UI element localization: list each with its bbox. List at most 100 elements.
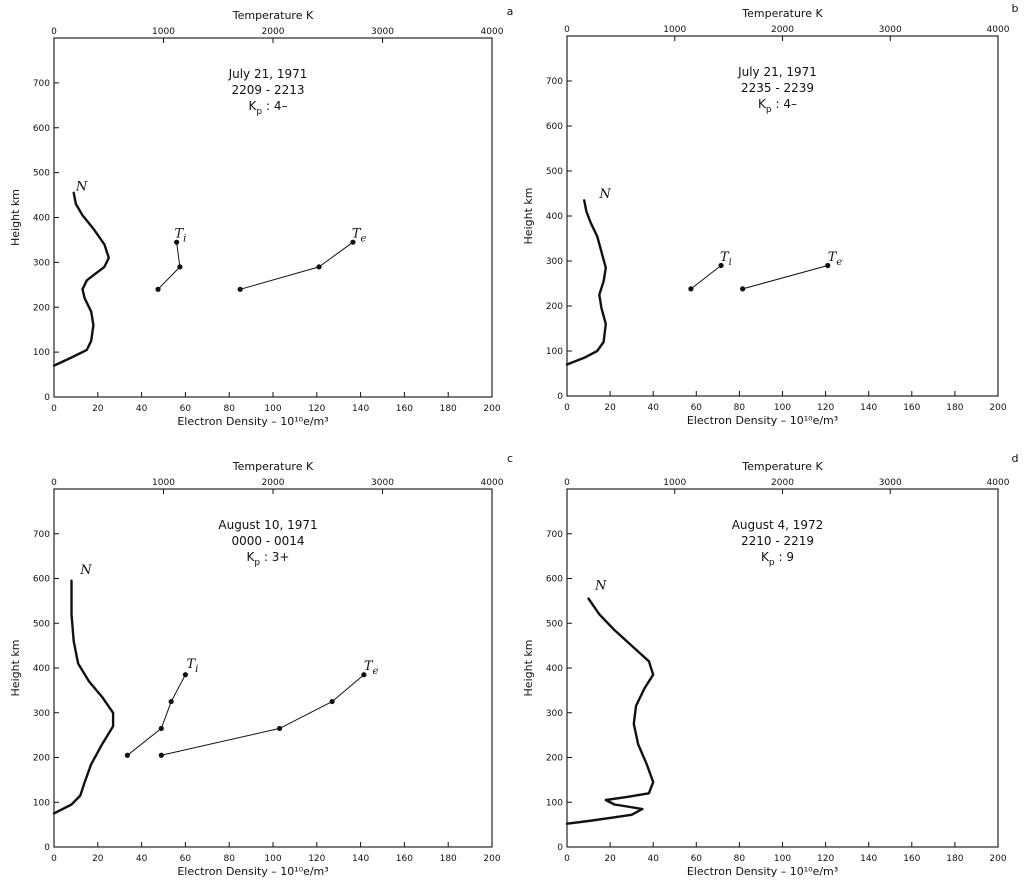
series-label: N — [75, 180, 88, 195]
y-tick-label: 700 — [546, 77, 563, 87]
top-tick-label: 4000 — [987, 478, 1010, 488]
series-line-n — [52, 191, 111, 367]
x-tick-label: 160 — [396, 854, 413, 864]
x-tick-label: 180 — [440, 854, 457, 864]
x-axis-label: Electron Density – 10¹⁰e/m³ — [687, 414, 838, 427]
kp-symbol: K — [247, 550, 256, 564]
x-axis-label: Electron Density – 10¹⁰e/m³ — [177, 415, 328, 428]
y-tick-label: 0 — [44, 843, 50, 853]
kp-symbol: K — [761, 550, 770, 564]
data-point — [174, 239, 180, 245]
series-line-ti — [157, 241, 181, 290]
y-tick-label: 0 — [44, 393, 50, 403]
series-label-sub: i — [183, 234, 186, 245]
series-line-te — [742, 265, 829, 290]
y-tick-label: 700 — [33, 79, 50, 89]
y-axis-label: Height km — [522, 188, 535, 245]
data-point — [177, 264, 183, 270]
y-tick-label: 400 — [33, 214, 50, 224]
series-label: Ti — [720, 250, 732, 268]
series-label-sub: i — [195, 664, 198, 675]
x-tick-label: 40 — [647, 854, 659, 864]
y-tick-label: 0 — [557, 392, 563, 402]
y-tick-label: 200 — [33, 303, 50, 313]
x-tick-label: 60 — [691, 403, 703, 413]
data-point — [158, 752, 164, 758]
panel-a: 0 20 40 60 80 100 120 140 160 180 2000 1000 2000 3000… — [9, 5, 513, 428]
x-tick-label: 140 — [860, 854, 877, 864]
series-label-name: T — [186, 657, 196, 672]
series-label-name: T — [364, 659, 374, 674]
kp-subscript: p — [256, 107, 262, 117]
kp-symbol: K — [758, 97, 767, 111]
x-tick-label: 140 — [860, 403, 877, 413]
panel-letter: b — [1012, 2, 1019, 15]
panel-letter: c — [507, 452, 513, 465]
annotation-time: 2210 - 2219 — [741, 534, 814, 548]
x-tick-label: 40 — [136, 854, 148, 864]
x-tick-label: 20 — [92, 404, 104, 414]
y-tick-label: 300 — [33, 258, 50, 268]
x-tick-label: 160 — [903, 854, 920, 864]
top-tick-label: 2000 — [771, 25, 794, 35]
data-point — [316, 264, 322, 270]
kp-subscript: p — [254, 558, 260, 568]
kp-subscript: p — [769, 558, 775, 568]
x-tick-label: 100 — [774, 854, 791, 864]
top-tick-label: 1000 — [152, 27, 175, 37]
annotation-date: August 4, 1972 — [732, 518, 824, 532]
series-label-name: N — [598, 187, 611, 202]
x-tick-label: 60 — [691, 854, 703, 864]
series-line-n — [52, 579, 115, 815]
series-label-sub: e — [373, 666, 379, 677]
panel-c: 0 20 40 60 80 100 120 140 160 180 2000 1000 2000 3000… — [9, 452, 513, 878]
annotation-kp: Kp : 9 — [761, 550, 794, 568]
panel-d: 0 20 40 60 80 100 120 140 160 180 2000 1000 2000 3000… — [522, 452, 1018, 878]
top-axis-label: Temperature K — [232, 9, 314, 22]
x-axis-label: Electron Density – 10¹⁰e/m³ — [687, 865, 838, 878]
y-tick-label: 200 — [546, 754, 563, 764]
series-line-te — [160, 674, 365, 756]
series-label-name: N — [75, 180, 88, 195]
series-label-name: T — [720, 250, 730, 265]
x-tick-label: 180 — [946, 854, 963, 864]
x-tick-label: 60 — [180, 404, 192, 414]
y-tick-label: 600 — [546, 575, 563, 585]
y-axis-label: Height km — [9, 189, 22, 246]
annotation-kp: Kp : 4– — [758, 97, 797, 115]
y-tick-label: 400 — [546, 664, 563, 674]
series-label-sub: i — [729, 257, 732, 268]
data-point — [276, 725, 283, 732]
annotation-date: July 21, 1971 — [228, 67, 308, 81]
panel-letter: d — [1012, 452, 1019, 465]
y-tick-label: 500 — [33, 619, 50, 629]
kp-symbol: K — [249, 99, 258, 113]
x-tick-label: 0 — [564, 403, 570, 413]
top-tick-label: 3000 — [879, 478, 902, 488]
top-tick-label: 1000 — [152, 478, 175, 488]
y-tick-label: 200 — [546, 302, 563, 312]
annotation-time: 2235 - 2239 — [741, 81, 814, 95]
y-tick-label: 600 — [33, 575, 50, 585]
data-point — [361, 672, 367, 678]
series-line-ti — [126, 674, 186, 756]
data-point — [158, 725, 164, 732]
x-tick-label: 180 — [440, 404, 457, 414]
x-tick-label: 20 — [604, 403, 616, 413]
x-tick-label: 140 — [352, 854, 369, 864]
kp-subscript: p — [766, 105, 772, 115]
x-tick-label: 200 — [483, 854, 500, 864]
top-tick-label: 2000 — [771, 478, 794, 488]
x-tick-label: 120 — [817, 854, 834, 864]
x-tick-label: 100 — [264, 854, 281, 864]
x-tick-label: 20 — [604, 854, 616, 864]
annotation-date: August 10, 1971 — [218, 518, 317, 532]
annotation-kp: Kp : 4– — [249, 99, 288, 117]
x-tick-label: 120 — [817, 403, 834, 413]
x-tick-label: 120 — [308, 854, 325, 864]
series-line-te — [239, 241, 354, 290]
top-axis-label: Temperature K — [741, 7, 823, 20]
series-label-sub: e — [836, 257, 842, 268]
series-label-name: N — [594, 579, 607, 594]
